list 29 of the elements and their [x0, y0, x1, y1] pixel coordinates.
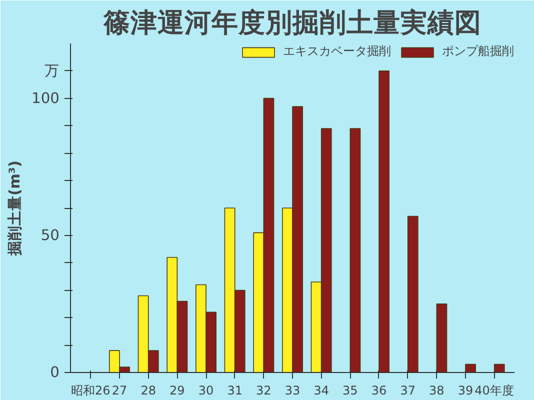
bar [494, 364, 505, 372]
x-tick-label: 36 [371, 384, 387, 398]
x-tick-label: 31 [227, 384, 242, 398]
x-tick-label: 39 [458, 384, 474, 398]
x-tick-label: 33 [284, 384, 300, 398]
x-tick-label: 34 [314, 384, 329, 398]
y-tick-label: 万 [44, 62, 60, 80]
x-tick-label: 35 [342, 384, 358, 398]
x-tick-label: 40年度 [474, 384, 514, 398]
y-axis-title: 掘削土量(m³) [6, 160, 24, 257]
x-tick-label: 32 [256, 384, 272, 398]
y-tick-label: 50 [40, 226, 60, 244]
bar [436, 304, 448, 372]
legend-label: エキスカベータ掘削 [283, 43, 391, 60]
x-tick-label: 38 [429, 384, 444, 398]
legend-label: ポンプ船掘削 [442, 43, 514, 60]
x-tick-label: 28 [140, 384, 156, 398]
y-tick-label: 100 [32, 90, 60, 107]
chart-title: 篠津運河年度別掘削土量実績図 [102, 8, 482, 38]
bar [407, 216, 418, 372]
bar [465, 364, 476, 372]
x-tick-label: 37 [400, 384, 416, 398]
y-tick-label: 0 [50, 364, 60, 381]
bar [378, 70, 390, 372]
x-tick-label: 30 [198, 384, 214, 398]
x-tick-label: 29 [170, 384, 185, 398]
x-tick-label: 27 [112, 384, 128, 398]
bar [350, 128, 361, 372]
x-tick-label: 昭和26 [71, 384, 110, 398]
